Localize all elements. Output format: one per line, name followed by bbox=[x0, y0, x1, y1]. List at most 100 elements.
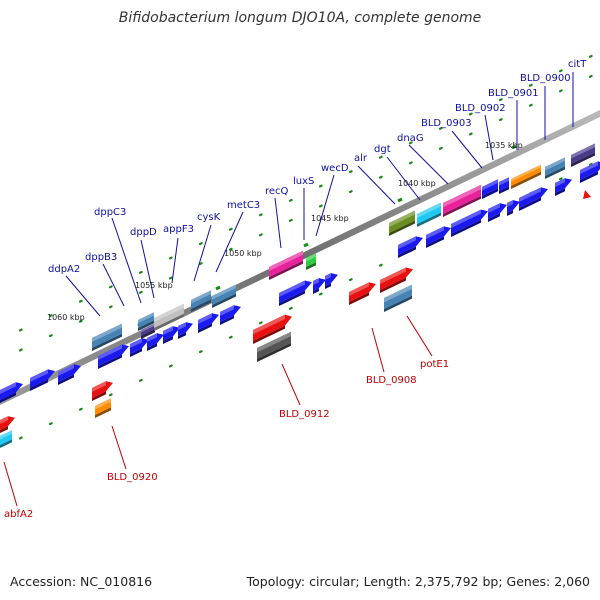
gene-label-metC3: metC3 bbox=[227, 200, 260, 211]
gene-label-dnaG: dnaG bbox=[397, 133, 424, 144]
gene-label-potE1: potE1 bbox=[420, 359, 449, 370]
scale-label: 1055 kbp bbox=[135, 281, 173, 290]
accession-text: Accession: NC_010816 bbox=[10, 574, 153, 589]
gene-feature-red bbox=[380, 267, 413, 293]
gene-dppC3 bbox=[141, 323, 155, 339]
leader-line bbox=[484, 114, 494, 161]
gene-label-BLD_0920: BLD_0920 bbox=[107, 472, 158, 483]
cds-arrow bbox=[198, 313, 219, 333]
scale-label: 1060 kbp bbox=[47, 313, 85, 322]
scale-tick bbox=[303, 242, 309, 248]
gene-dnaG bbox=[443, 184, 481, 217]
leader-line bbox=[281, 363, 301, 406]
gene-label-BLD_0902: BLD_0902 bbox=[455, 103, 506, 114]
gene-BLD_0903 bbox=[482, 179, 498, 199]
gene-label-alr: alr bbox=[354, 153, 368, 164]
scale-label: 1035 kbp bbox=[485, 141, 523, 150]
cds-arrow bbox=[130, 338, 149, 357]
gene-BLD_0908 bbox=[349, 282, 376, 305]
leader-line bbox=[386, 156, 421, 201]
cds-arrow bbox=[220, 305, 241, 325]
gene-dppB3 bbox=[138, 312, 154, 331]
cds-arrow bbox=[30, 369, 55, 391]
leader-line bbox=[274, 197, 282, 249]
cds-arrow bbox=[163, 326, 180, 344]
gene-citT bbox=[571, 143, 595, 167]
gene-ddpA2 bbox=[92, 323, 122, 351]
gene-BLD_0900 bbox=[545, 157, 565, 179]
cds-arrow bbox=[178, 322, 193, 339]
gene-label-luxS: luxS bbox=[293, 176, 314, 187]
gene-label-abfA2: abfA2 bbox=[4, 509, 33, 520]
leader-line bbox=[371, 327, 385, 373]
scale-tick bbox=[511, 144, 517, 150]
gene-label-dppD: dppD bbox=[130, 227, 157, 238]
genome-summary: Topology: circular; Length: 2,375,792 bp… bbox=[246, 574, 590, 589]
leader-line bbox=[140, 239, 155, 299]
cds-arrow bbox=[451, 209, 488, 237]
cds-arrow bbox=[279, 280, 312, 306]
leader-line bbox=[406, 315, 433, 357]
gene-label-citT: citT bbox=[568, 59, 587, 70]
gene-label-wecD: wecD bbox=[321, 163, 349, 174]
cds-arrow bbox=[313, 278, 326, 294]
gene-BLD_0912-top bbox=[253, 314, 292, 344]
gene-label-dppC3: dppC3 bbox=[94, 207, 126, 218]
gene-metC3 bbox=[212, 284, 236, 308]
cds-arrow bbox=[398, 236, 423, 258]
leader-line bbox=[193, 224, 212, 282]
arrow-marker-right bbox=[583, 190, 591, 199]
gene-alr bbox=[389, 210, 415, 236]
cds-arrow bbox=[58, 364, 81, 385]
leader-line bbox=[102, 263, 125, 307]
gene-BLD_0901 bbox=[511, 164, 541, 189]
leader-line bbox=[408, 144, 449, 185]
leader-line bbox=[357, 165, 396, 205]
cds-arrow bbox=[555, 178, 572, 196]
gene-label-BLD_0908: BLD_0908 bbox=[366, 375, 417, 386]
cds-arrow bbox=[426, 226, 451, 248]
leader-line bbox=[111, 217, 142, 304]
gene-recQ bbox=[269, 250, 303, 280]
gene-label-BLD_0900: BLD_0900 bbox=[520, 73, 571, 84]
gene-dppD bbox=[154, 303, 184, 331]
leader-line bbox=[451, 130, 483, 169]
gene-label-cysK: cysK bbox=[197, 212, 221, 223]
gene-edge-red bbox=[0, 416, 15, 433]
leader-line bbox=[315, 174, 335, 237]
gene-BLD_0920-red bbox=[92, 381, 113, 401]
scale-label: 1045 kbp bbox=[311, 214, 349, 223]
scale-tick bbox=[215, 285, 221, 291]
leader-line bbox=[111, 425, 127, 470]
gene-label-BLD_0901: BLD_0901 bbox=[488, 88, 539, 99]
leader-line bbox=[3, 461, 18, 507]
gene-cysK bbox=[191, 290, 211, 312]
gene-luxS bbox=[306, 253, 316, 270]
cds-arrow bbox=[580, 161, 600, 183]
cds-arrow bbox=[98, 344, 129, 369]
dash-row-upper-inner bbox=[18, 74, 593, 352]
gene-label-BLD_0903: BLD_0903 bbox=[421, 118, 472, 129]
gene-potE1 bbox=[384, 284, 412, 312]
map-title: Bifidobacterium longum DJO10A, complete … bbox=[118, 10, 482, 26]
cds-arrow bbox=[519, 187, 548, 211]
gene-BLD_0912 bbox=[257, 331, 291, 362]
scale-label: 1050 kbp bbox=[224, 249, 262, 258]
scale-label: 1040 kbp bbox=[398, 179, 436, 188]
gene-label-ddpA2: ddpA2 bbox=[48, 264, 80, 275]
gene-dgt bbox=[417, 202, 441, 227]
gene-label-dppB3: dppB3 bbox=[85, 252, 117, 263]
gene-label-dgt: dgt bbox=[374, 144, 391, 155]
gene-label-appF3: appF3 bbox=[163, 224, 194, 235]
gene-BLD_0902 bbox=[499, 177, 509, 194]
cds-arrow bbox=[325, 273, 338, 289]
cds-arrow bbox=[507, 200, 520, 216]
cds-arrow bbox=[488, 203, 507, 222]
cds-arrow bbox=[147, 333, 164, 351]
leader-line bbox=[171, 237, 179, 284]
scale-tick bbox=[397, 197, 403, 203]
gene-label-recQ: recQ bbox=[265, 186, 289, 197]
gene-label-BLD_0912: BLD_0912 bbox=[279, 409, 330, 420]
dash-row-upper bbox=[18, 54, 593, 332]
